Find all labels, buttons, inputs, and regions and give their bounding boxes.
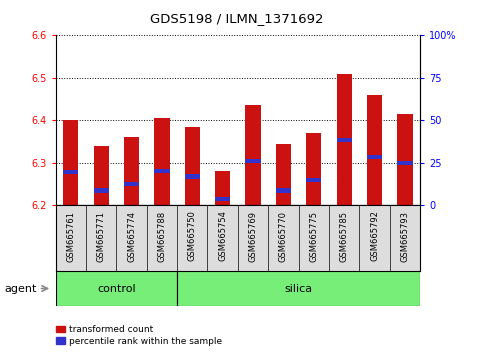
Bar [306, 178, 322, 182]
Text: agent: agent [5, 284, 37, 293]
Text: GSM665769: GSM665769 [249, 211, 257, 262]
Text: GSM665770: GSM665770 [279, 211, 288, 262]
Bar [245, 105, 261, 205]
Text: GSM665771: GSM665771 [97, 211, 106, 262]
Bar [337, 138, 352, 142]
Bar [154, 169, 170, 173]
Text: silica: silica [284, 284, 313, 293]
Bar [337, 74, 352, 205]
Bar [306, 133, 322, 205]
Bar [245, 159, 261, 163]
Text: GSM665785: GSM665785 [340, 211, 349, 262]
Bar [398, 114, 412, 205]
Text: GSM665788: GSM665788 [157, 211, 167, 262]
Text: control: control [97, 284, 136, 293]
Bar [154, 118, 170, 205]
Legend: transformed count, percentile rank within the sample: transformed count, percentile rank withi… [53, 321, 226, 349]
Bar [367, 155, 382, 159]
Bar [177, 271, 420, 306]
Text: GSM665792: GSM665792 [370, 211, 379, 262]
Bar [63, 170, 78, 174]
Text: GSM665761: GSM665761 [66, 211, 75, 262]
Bar [63, 120, 78, 205]
Text: GSM665754: GSM665754 [218, 211, 227, 262]
Text: GSM665750: GSM665750 [188, 211, 197, 262]
Bar [124, 137, 139, 205]
Text: GSM665774: GSM665774 [127, 211, 136, 262]
Text: GSM665775: GSM665775 [309, 211, 318, 262]
Text: GSM665793: GSM665793 [400, 211, 410, 262]
Bar [94, 188, 109, 193]
Text: GDS5198 / ILMN_1371692: GDS5198 / ILMN_1371692 [150, 12, 324, 25]
Bar [398, 161, 412, 165]
Bar [276, 144, 291, 205]
Bar [56, 271, 177, 306]
Bar [276, 188, 291, 193]
Bar [124, 182, 139, 186]
Bar [367, 95, 382, 205]
Bar [215, 197, 230, 201]
Bar [185, 174, 200, 178]
Bar [215, 171, 230, 205]
Bar [185, 127, 200, 205]
Bar [94, 146, 109, 205]
